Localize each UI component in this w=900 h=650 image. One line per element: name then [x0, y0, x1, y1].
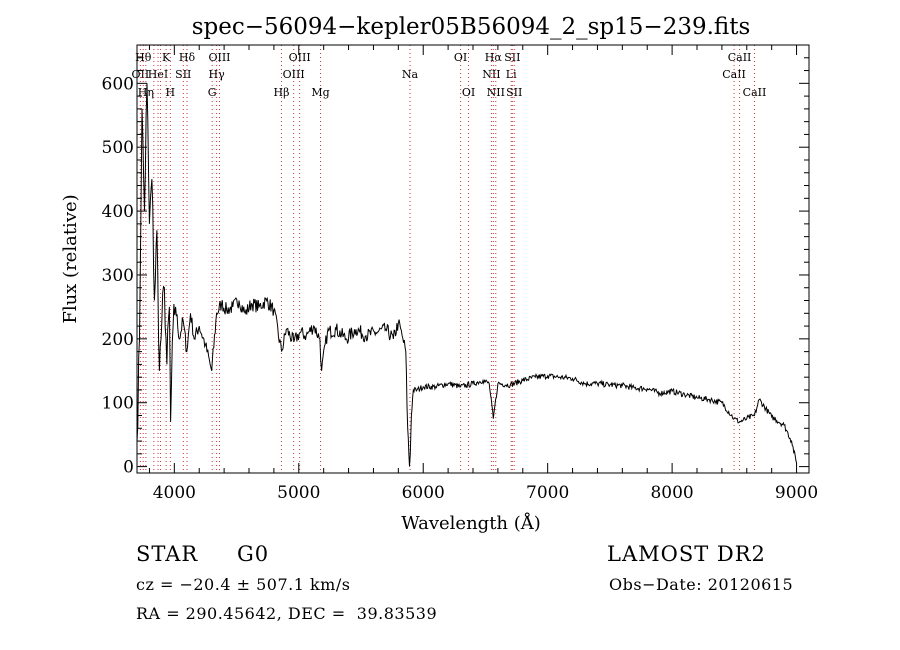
x-axis-label: Wavelength (Å): [401, 512, 541, 534]
x-tick-label: 5000: [277, 483, 320, 503]
line-label: OI: [454, 51, 467, 64]
y-tick-label: 400: [102, 202, 134, 222]
y-axis-label: Flux (relative): [60, 194, 81, 323]
line-label: Hθ: [135, 51, 152, 64]
line-label: Li: [506, 68, 517, 81]
y-tick-label: 200: [102, 330, 134, 350]
line-label: Mg: [311, 86, 329, 99]
coordinates-readout: RA = 290.45642, DEC = 39.83539: [136, 604, 438, 623]
x-tick-label: 6000: [402, 483, 445, 503]
x-tick-label: 7000: [526, 483, 569, 503]
y-tick-label: 100: [102, 394, 134, 414]
redshift-readout: cz = −20.4 ± 507.1 km/s: [136, 575, 351, 594]
line-label: SII: [504, 51, 520, 64]
line-label: CaII: [722, 68, 746, 81]
line-label: OIII: [289, 51, 311, 64]
x-tick-label: 9000: [775, 483, 818, 503]
x-tick-label: 8000: [650, 483, 693, 503]
spectral-line-markers: OII Hθ Hη HeI K H SII Hδ G Hγ OIII Hβ OIII OIII Mg Na OI…: [132, 45, 767, 473]
line-label: SII: [175, 68, 191, 81]
line-label: Hβ: [274, 86, 290, 99]
y-tick-label: 600: [102, 74, 134, 94]
line-label: NII: [487, 86, 505, 99]
survey-name: LAMOST DR2: [607, 542, 766, 566]
object-class: STAR: [136, 542, 199, 566]
plot-frame: [136, 44, 810, 474]
chart-title: spec−56094−kepler05B56094_2_sp15−239.fit…: [192, 14, 751, 40]
line-label: CaII: [728, 51, 752, 64]
spectrum-chart: spec−56094−kepler05B56094_2_sp15−239.fit…: [60, 14, 818, 534]
spectrum-series: [136, 83, 798, 467]
y-tick-label: 0: [123, 458, 134, 478]
object-subclass: G0: [237, 542, 270, 566]
y-tick-label: 500: [102, 138, 134, 158]
line-label: K: [162, 51, 171, 64]
line-label: Hη: [138, 86, 154, 99]
line-label: Hα: [485, 51, 503, 64]
line-label: OIII: [283, 68, 305, 81]
line-label: NII: [482, 68, 500, 81]
spectrum-line: [136, 83, 798, 467]
line-label: OIII: [208, 51, 230, 64]
line-label: Hγ: [209, 68, 226, 81]
line-label: HeI: [148, 68, 168, 81]
line-label: SII: [506, 86, 522, 99]
line-label: Hδ: [179, 51, 196, 64]
x-tick-label: 4000: [153, 483, 196, 503]
observation-date: Obs−Date: 20120615: [609, 575, 794, 594]
line-label: G: [208, 86, 217, 99]
line-label: Na: [402, 68, 419, 81]
line-label: OI: [462, 86, 475, 99]
y-tick-label: 300: [102, 266, 134, 286]
line-label: CaII: [743, 86, 767, 99]
line-label: OII: [132, 68, 150, 81]
axes: 4000 5000 6000 7000 8000 9000 0 100 200 300 400 500…: [102, 45, 818, 503]
line-label: H: [166, 86, 176, 99]
